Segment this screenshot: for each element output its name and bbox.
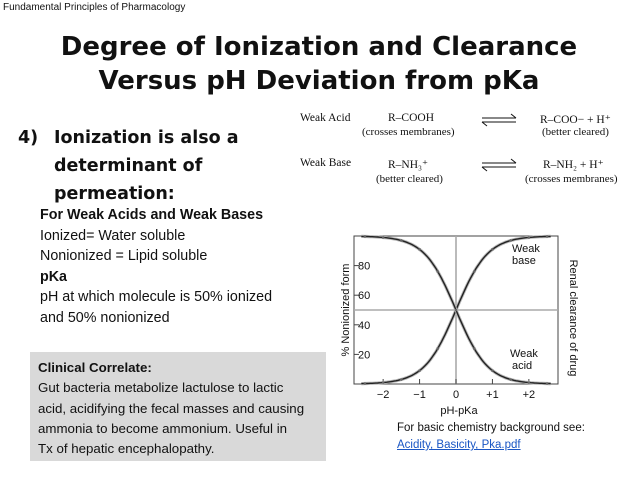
y-axis-label: % Nonionized form [340,264,352,357]
clinical-correlate-box: Clinical Correlate: Gut bacteria metabol… [30,352,326,461]
data-point [527,381,531,384]
weak-acid-right-note: (better cleared) [542,126,609,138]
weak-acid-left-species: R–COOH [388,112,435,124]
y-tick-label: 80 [358,261,370,273]
presentation-source: Fundamental Principles of Pharmacology [3,2,186,13]
data-point [400,378,403,381]
data-point [491,369,494,372]
series-label-weak-acid: Weak [510,348,538,360]
data-point [527,236,531,239]
x-tick-label: −2 [377,389,390,401]
notes-heading: For Weak Acids and Weak Bases [40,207,264,223]
slide-title-line-2: Versus pH Deviation from pKa [98,66,540,96]
y-axis-right-label: Renal clearance of drug [567,260,579,377]
notes-nonionized: Nonionized = Lipid soluble [40,248,208,264]
y-tick-label: 60 [358,290,370,302]
background-note: For basic chemistry background see: Acid… [397,420,585,454]
series-label-weak-base: base [512,255,536,267]
data-point [381,381,385,384]
pka-definition-line-1: pH at which molecule is 50% ionized [40,289,273,305]
point-number: 4) [18,128,39,148]
clinical-line-1: Gut bacteria metabolize lactulose to lac… [38,380,284,396]
x-tick-label: 0 [453,389,459,401]
y-tick-label: 20 [358,349,370,361]
data-point [418,369,421,372]
series-label-weak-base: Weak [512,243,540,255]
data-point [418,248,421,251]
x-axis-label: pH-pKa [440,405,478,417]
point-line-2: determinant of permeation: [54,156,203,204]
weak-acid-left-note: (crosses membranes) [362,126,455,138]
notes-ionized: Ionized= Water soluble [40,227,186,244]
equilibrium-arrow-icon [481,113,517,127]
equilibrium-arrow-icon [481,158,517,172]
weak-acid-label: Weak Acid [300,112,351,124]
x-tick-label: +1 [486,389,499,401]
pka-definition-line-2: and 50% nonionized [40,309,170,326]
clinical-line-4: Tx of hepatic encephalopathy. [38,441,215,457]
data-point [545,382,549,385]
point-text: Ionization is also a determinant of perm… [54,124,324,208]
data-point [509,239,512,242]
x-tick-label: −1 [413,389,426,401]
data-point [509,378,512,381]
clinical-line-2: acid, acidifying the fecal masses and ca… [38,400,305,416]
y-tick-label: 40 [358,320,370,332]
slide-title-line-1: Degree of Ionization and Clearance [60,32,578,62]
weak-base-label: Weak Base [300,157,352,169]
data-point [363,382,367,385]
background-note-text: For basic chemistry background see: [397,422,585,434]
series-label-weak-acid: acid [512,360,532,372]
x-tick-label: +2 [523,389,536,401]
data-point [400,239,403,242]
slide-title: Degree of Ionization and Clearance Versu… [0,30,638,98]
weak-base-left-species: R–NH₃⁺ [388,159,429,171]
point-line-1: Ionization is also a [54,128,239,148]
data-point [436,347,440,350]
ionization-notes: For Weak Acids and Weak Bases Ionized= W… [40,205,272,328]
data-point [545,235,549,238]
data-point [472,347,476,350]
data-point [472,270,476,273]
clinical-line-3: ammonia to become ammonium. Useful in [38,420,288,436]
data-point [454,308,458,312]
weak-base-left-note: (better cleared) [376,173,443,185]
equilibrium-arrows [481,113,517,172]
clinical-heading: Clinical Correlate: [38,360,152,375]
data-point [436,270,440,273]
weak-base-right-species: R–NH₂ + H⁺ [543,159,604,171]
chemistry-pdf-link[interactable]: Acidity, Basicity, Pka.pdf [397,439,521,451]
ionization-chart: % Nonionized form Renal clearance of dru… [340,234,579,417]
weak-acid-right-species: R–COO− + H⁺ [540,114,611,126]
data-point [363,235,367,238]
weak-base-right-note: (crosses membranes) [525,173,618,185]
pka-heading: pKa [40,268,68,285]
data-point [491,248,494,251]
data-point [381,236,385,239]
